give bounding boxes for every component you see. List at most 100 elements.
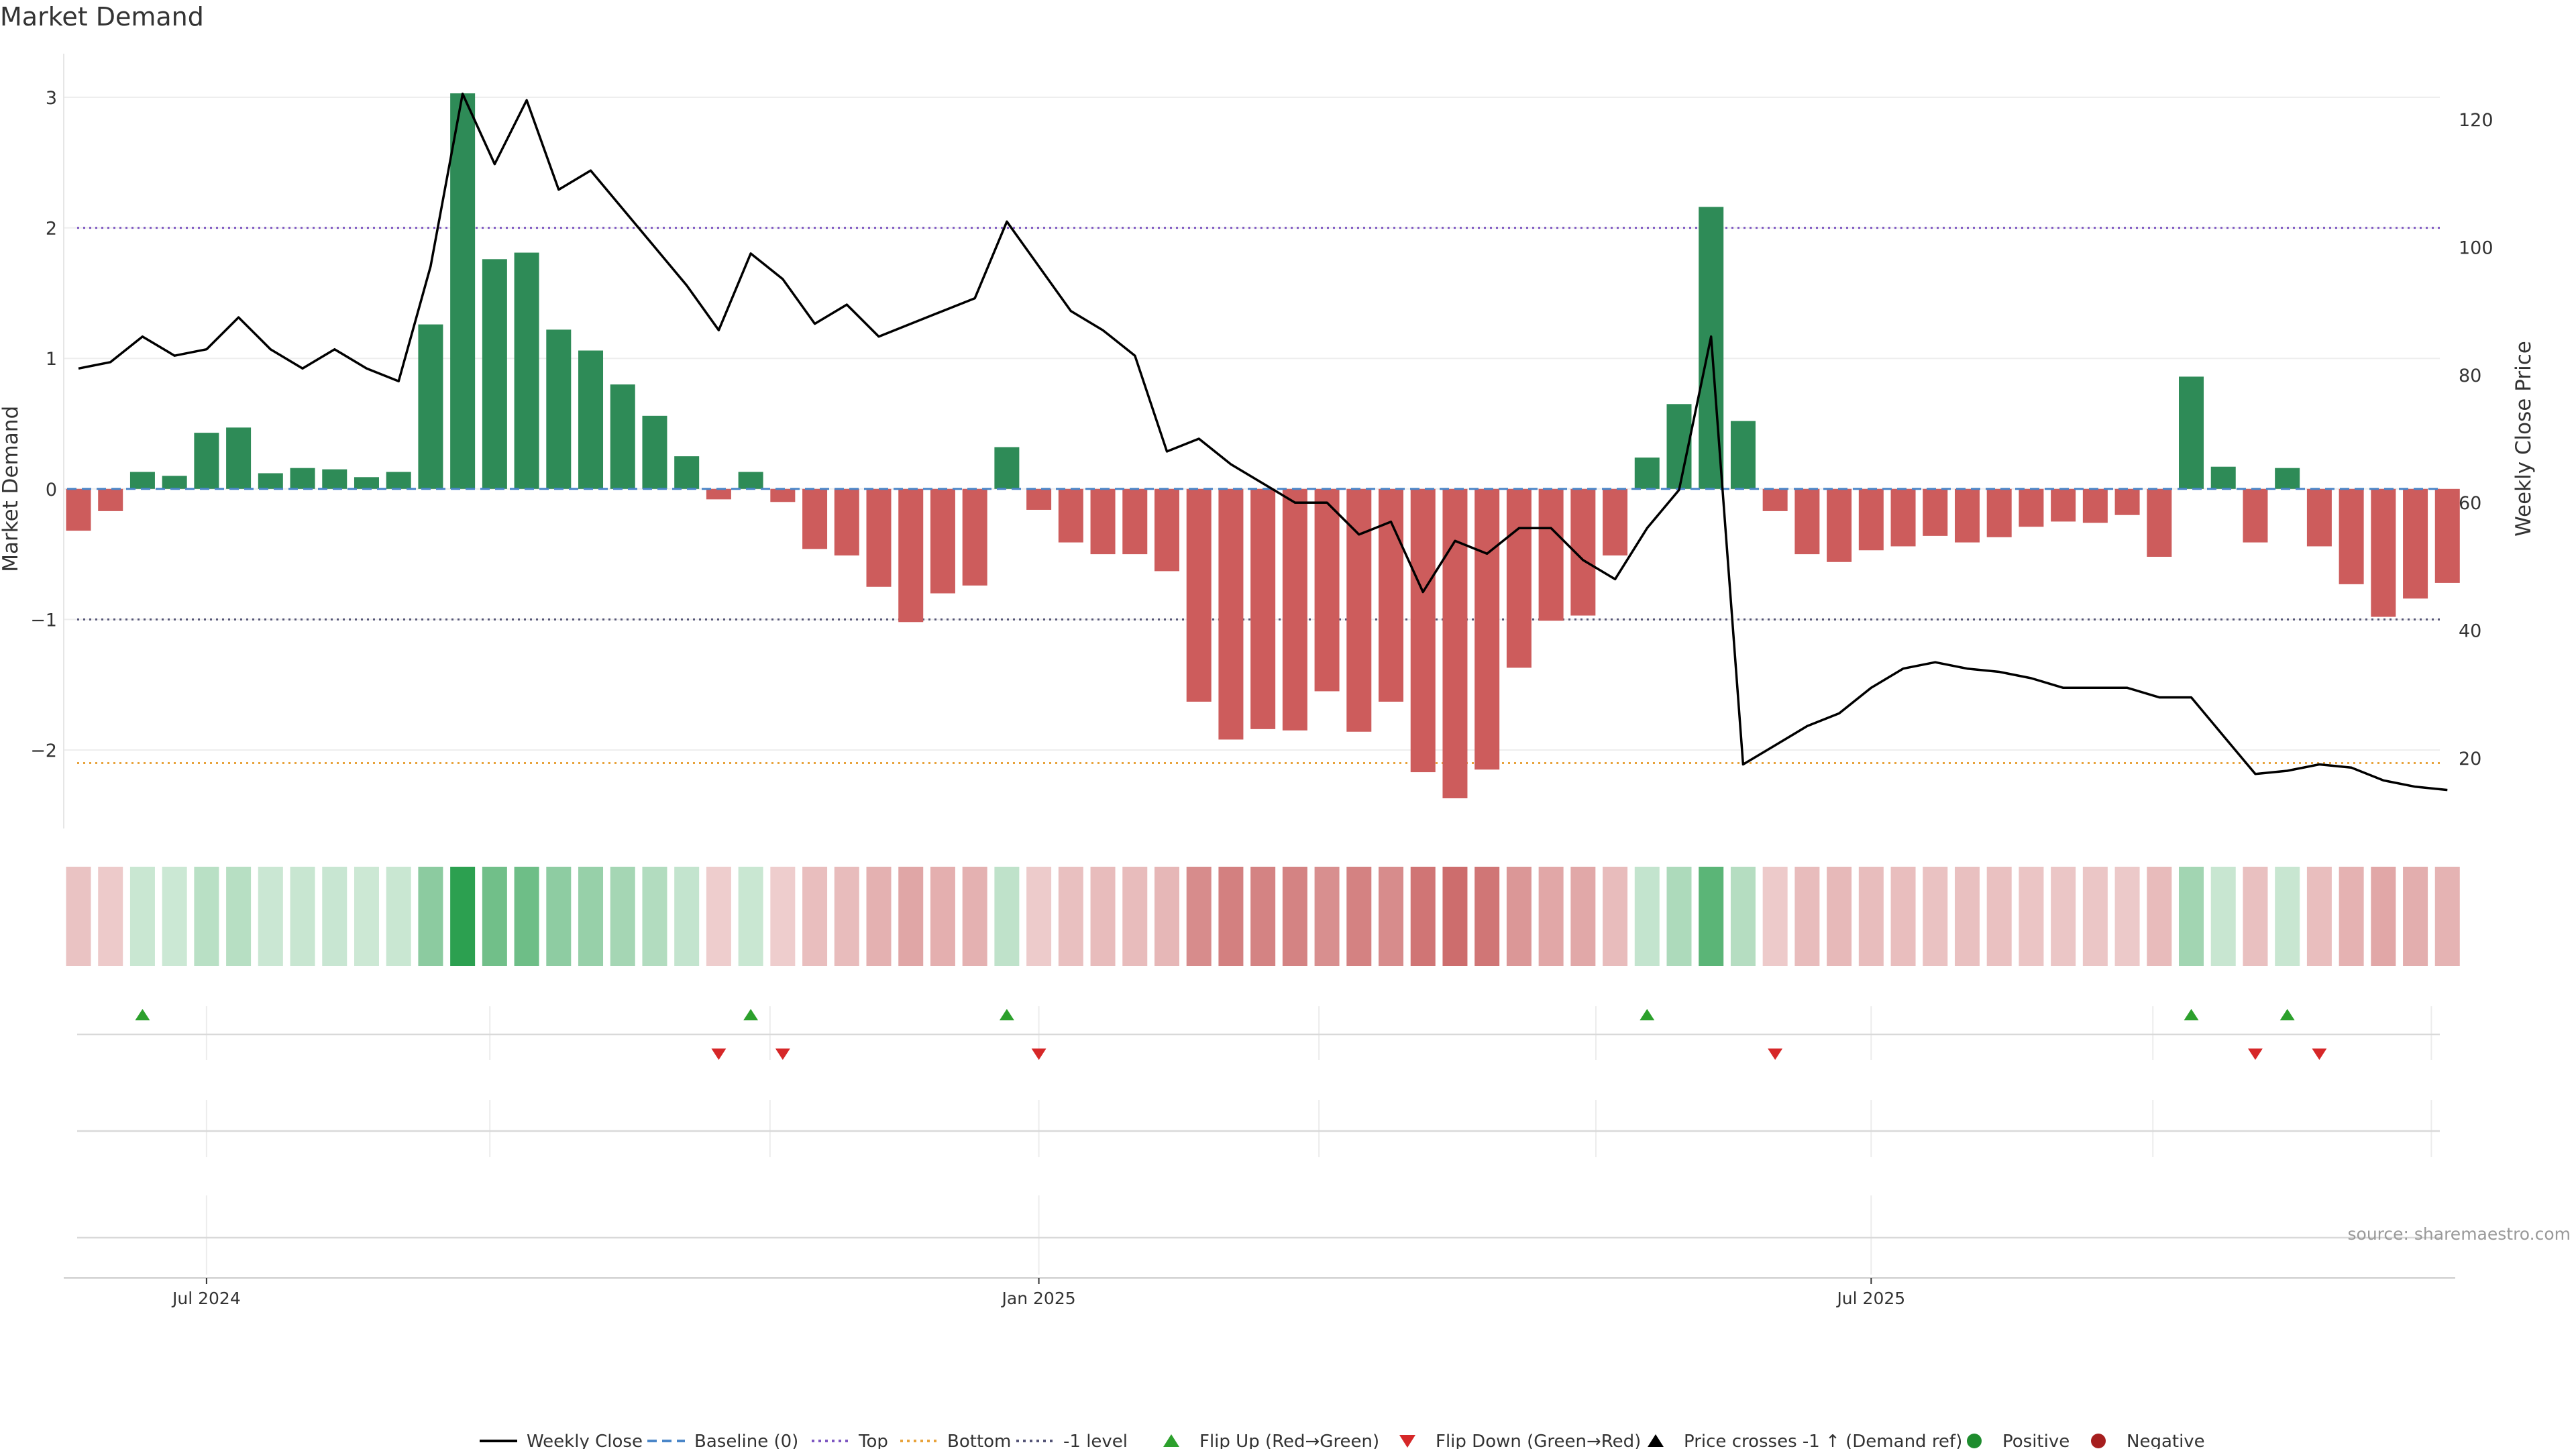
demand-bar xyxy=(1538,488,1564,621)
heat-cell xyxy=(1058,867,1083,966)
demand-bar xyxy=(1410,488,1436,773)
x-tick-label: Jul 2025 xyxy=(1835,1289,1905,1308)
legend-label: Positive xyxy=(2002,1432,2070,1449)
heat-cell xyxy=(1699,867,1724,966)
demand-bar xyxy=(2114,488,2140,515)
y2-axis-label: Weekly Close Price xyxy=(2512,341,2536,537)
y2-tick-label: 80 xyxy=(2459,366,2481,386)
heat-cell xyxy=(162,867,187,966)
demand-bar xyxy=(194,433,219,489)
demand-bar xyxy=(738,472,763,489)
demand-bar xyxy=(1730,421,1756,489)
demand-bar xyxy=(450,93,476,489)
demand-bar xyxy=(354,477,379,489)
heat-cell xyxy=(2371,867,2396,966)
heat-cell xyxy=(1603,867,1628,966)
legend-label: Baseline (0) xyxy=(694,1432,798,1449)
legend-label: Weekly Close xyxy=(527,1432,643,1449)
heat-cell xyxy=(1666,867,1692,966)
demand-bar xyxy=(418,324,443,489)
legend-label: Top xyxy=(858,1432,888,1449)
heat-cell xyxy=(386,867,411,966)
demand-bar xyxy=(1250,488,1276,729)
demand-bar xyxy=(1186,488,1212,702)
flip-up-marker xyxy=(2184,1009,2199,1020)
flip-markers-panel xyxy=(77,1006,2440,1060)
weekly-close-line xyxy=(78,93,2448,792)
heat-cell xyxy=(1570,867,1596,966)
x-axis: Jul 2024 Jan 2025 Jul 2025 xyxy=(64,1277,2455,1308)
heat-cell xyxy=(2147,867,2172,966)
demand-bar xyxy=(1890,488,1916,547)
y2-tick-label: 20 xyxy=(2459,749,2481,769)
heat-cell xyxy=(578,867,604,966)
heat-cell xyxy=(1442,867,1468,966)
x-tick-label: Jul 2024 xyxy=(171,1289,241,1308)
y2-tick-label: 40 xyxy=(2459,621,2481,642)
heat-cell xyxy=(1026,867,1052,966)
demand-bar xyxy=(2147,488,2172,557)
flip-down-marker xyxy=(2312,1049,2327,1060)
legend-label: Price crosses -1 ↑ (Demand ref) xyxy=(1684,1432,1962,1449)
demand-bar xyxy=(930,488,955,594)
y-axis-label: Market Demand xyxy=(0,406,23,572)
demand-bar xyxy=(2371,488,2396,617)
demand-bar xyxy=(1923,488,1948,536)
flip-up-marker xyxy=(135,1009,150,1020)
heat-cell xyxy=(1634,867,1660,966)
demand-bar xyxy=(1634,458,1660,489)
heat-cell xyxy=(898,867,924,966)
demand-bar xyxy=(1282,488,1307,731)
demand-bar xyxy=(962,488,987,586)
demand-bar xyxy=(2019,488,2044,527)
demand-bar xyxy=(1474,488,1500,770)
demand-bar xyxy=(1954,488,1980,543)
heat-cell xyxy=(1538,867,1564,966)
demand-bar xyxy=(1122,488,1148,555)
demand-bar xyxy=(610,384,635,489)
demand-bar xyxy=(162,476,187,489)
heat-cell xyxy=(706,867,731,966)
heat-cell xyxy=(866,867,892,966)
heat-cell xyxy=(66,867,91,966)
heat-cell xyxy=(1762,867,1788,966)
demand-bar xyxy=(98,488,123,511)
demand-bar xyxy=(322,469,347,489)
demand-bar xyxy=(1858,488,1884,551)
demand-bar xyxy=(706,488,731,500)
y-tick-label: 0 xyxy=(46,480,57,500)
demand-bar xyxy=(898,488,924,623)
demand-bar xyxy=(770,488,796,502)
flip-down-marker xyxy=(775,1049,790,1060)
heat-cell xyxy=(2243,867,2268,966)
heat-cell xyxy=(1986,867,2012,966)
heat-cell xyxy=(514,867,539,966)
heat-cell xyxy=(1858,867,1884,966)
demand-bar xyxy=(2210,466,2236,489)
flip-down-marker xyxy=(1768,1049,1783,1060)
heat-cell xyxy=(129,867,155,966)
heat-cell xyxy=(322,867,347,966)
demand-bar xyxy=(1218,488,1244,740)
demand-bars xyxy=(66,93,2460,799)
empty-panels xyxy=(77,1100,2440,1275)
heat-cell xyxy=(1410,867,1436,966)
legend-marker-positive xyxy=(1967,1434,1982,1448)
demand-bar xyxy=(1506,488,1532,668)
heat-cell xyxy=(1154,867,1179,966)
demand-bar xyxy=(1314,488,1340,692)
demand-bar xyxy=(994,447,1020,489)
flip-up-marker xyxy=(999,1009,1014,1020)
legend-label: Negative xyxy=(2127,1432,2205,1449)
heat-cell xyxy=(1379,867,1404,966)
x-tick-label: Jan 2025 xyxy=(1001,1289,1076,1308)
demand-bar xyxy=(1154,488,1179,572)
heat-cell xyxy=(2275,867,2300,966)
heat-cell xyxy=(354,867,379,966)
demand-bar xyxy=(258,473,283,489)
legend-label: -1 level xyxy=(1063,1432,1128,1449)
y2-tick-label: 100 xyxy=(2459,237,2493,258)
heat-cell xyxy=(418,867,443,966)
demand-bar xyxy=(2306,488,2332,547)
heat-cell xyxy=(1890,867,1916,966)
